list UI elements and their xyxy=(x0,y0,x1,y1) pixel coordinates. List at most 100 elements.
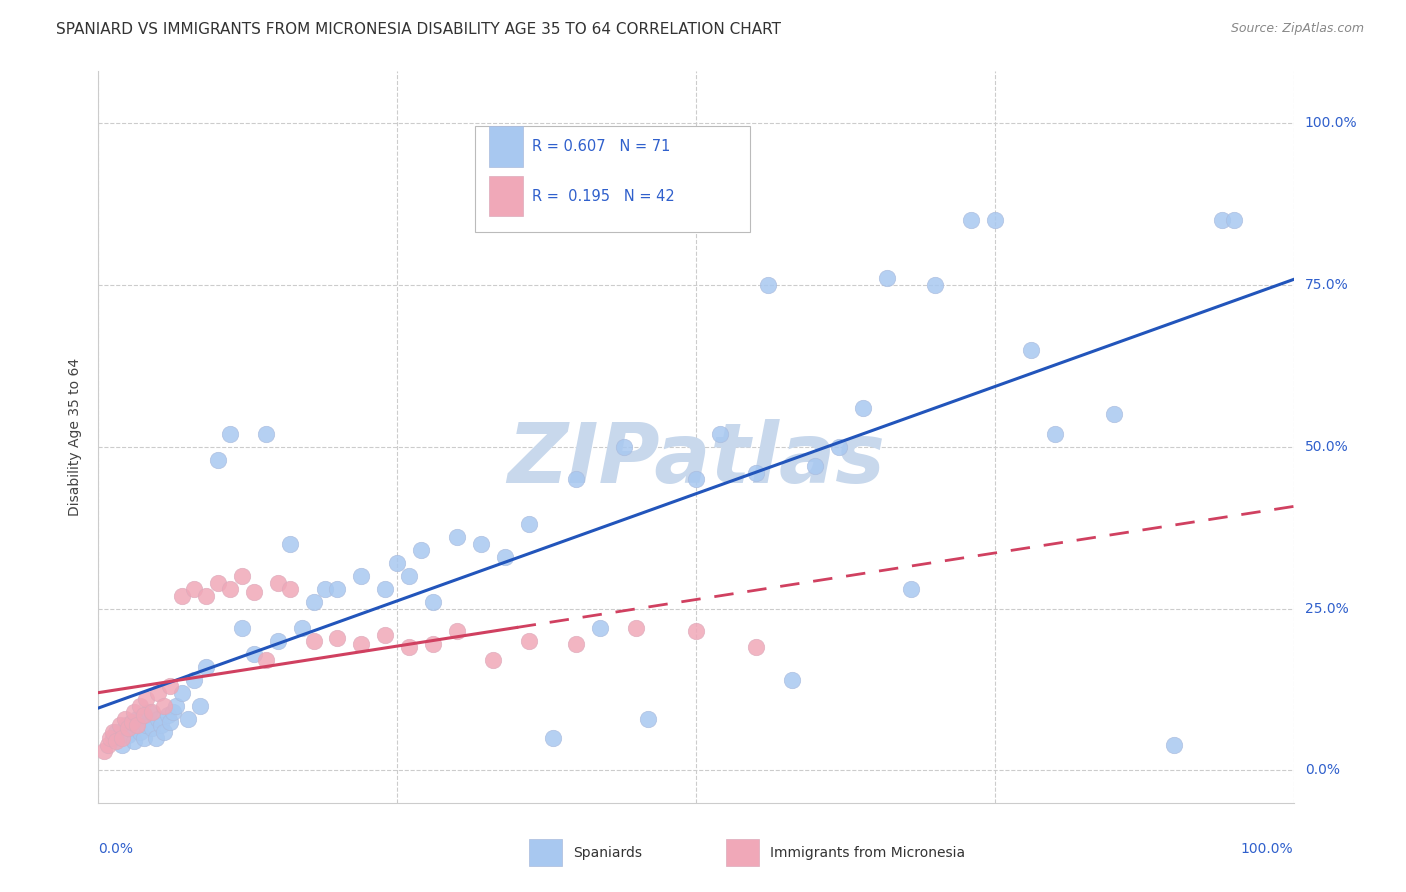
Point xyxy=(302,634,325,648)
Point xyxy=(267,634,290,648)
Point xyxy=(195,589,218,603)
Point xyxy=(117,722,139,736)
Point xyxy=(745,466,768,480)
Text: R =  0.195   N = 42: R = 0.195 N = 42 xyxy=(533,189,675,203)
Text: 100.0%: 100.0% xyxy=(1241,842,1294,855)
Text: SPANIARD VS IMMIGRANTS FROM MICRONESIA DISABILITY AGE 35 TO 64 CORRELATION CHART: SPANIARD VS IMMIGRANTS FROM MICRONESIA D… xyxy=(56,22,782,37)
Point xyxy=(108,718,131,732)
Point xyxy=(565,637,588,651)
Point xyxy=(135,692,157,706)
Point xyxy=(804,459,827,474)
FancyBboxPatch shape xyxy=(725,838,759,866)
Point xyxy=(188,698,211,713)
Text: 0.0%: 0.0% xyxy=(98,842,134,855)
FancyBboxPatch shape xyxy=(475,126,749,232)
Point xyxy=(374,627,396,641)
Text: 25.0%: 25.0% xyxy=(1305,601,1348,615)
Point xyxy=(153,698,176,713)
Point xyxy=(159,714,181,729)
Point xyxy=(924,277,946,292)
Point xyxy=(374,582,396,597)
Point xyxy=(105,734,128,748)
Point xyxy=(685,472,707,486)
Point xyxy=(153,724,176,739)
Point xyxy=(960,213,983,227)
Point xyxy=(101,724,124,739)
Point xyxy=(98,731,122,745)
Point xyxy=(517,634,540,648)
Point xyxy=(1043,426,1066,441)
Point xyxy=(745,640,768,655)
Point xyxy=(302,595,325,609)
Point xyxy=(326,631,349,645)
Point xyxy=(541,731,564,745)
Point xyxy=(125,712,148,726)
Point xyxy=(172,589,194,603)
Point xyxy=(828,440,851,454)
Point xyxy=(267,575,290,590)
FancyBboxPatch shape xyxy=(529,838,562,866)
Point xyxy=(159,679,181,693)
Point xyxy=(129,724,152,739)
Point xyxy=(172,686,194,700)
Point xyxy=(156,708,179,723)
Point xyxy=(517,517,540,532)
Point xyxy=(411,543,433,558)
Point xyxy=(315,582,337,597)
Point xyxy=(1211,213,1233,227)
Point xyxy=(756,277,779,292)
Point xyxy=(291,621,314,635)
Point xyxy=(709,426,731,441)
Point xyxy=(162,705,184,719)
Text: 0.0%: 0.0% xyxy=(1305,764,1340,778)
Point xyxy=(637,712,659,726)
Point xyxy=(117,728,139,742)
Text: Source: ZipAtlas.com: Source: ZipAtlas.com xyxy=(1230,22,1364,36)
FancyBboxPatch shape xyxy=(489,176,523,217)
Point xyxy=(219,426,242,441)
Text: R = 0.607   N = 71: R = 0.607 N = 71 xyxy=(533,139,671,154)
Point xyxy=(124,705,146,719)
Point xyxy=(101,731,124,745)
Point xyxy=(115,718,138,732)
Point xyxy=(207,575,229,590)
Point xyxy=(231,569,253,583)
Point xyxy=(141,705,163,719)
Point xyxy=(422,637,444,651)
Point xyxy=(231,621,253,635)
Point xyxy=(141,722,163,736)
Point xyxy=(148,712,170,726)
Point xyxy=(125,718,148,732)
Point xyxy=(111,731,134,745)
Point xyxy=(138,705,160,719)
Point xyxy=(470,537,492,551)
Point xyxy=(121,714,143,729)
Point xyxy=(984,213,1007,227)
Point xyxy=(135,718,157,732)
Point xyxy=(446,530,468,544)
Point xyxy=(565,472,588,486)
Point xyxy=(243,647,266,661)
Text: 75.0%: 75.0% xyxy=(1305,278,1348,292)
Text: Immigrants from Micronesia: Immigrants from Micronesia xyxy=(770,846,965,860)
Point xyxy=(613,440,636,454)
Point xyxy=(129,698,152,713)
Point xyxy=(111,738,134,752)
Text: 100.0%: 100.0% xyxy=(1305,116,1357,130)
Point xyxy=(254,653,277,667)
Text: Spaniards: Spaniards xyxy=(572,846,643,860)
Point xyxy=(183,582,205,597)
Point xyxy=(243,585,266,599)
Point xyxy=(121,722,143,736)
Point xyxy=(195,660,218,674)
Point xyxy=(254,426,277,441)
Point xyxy=(446,624,468,639)
Point xyxy=(105,724,128,739)
Point xyxy=(589,621,612,635)
Point xyxy=(385,557,409,571)
Point xyxy=(114,712,136,726)
Point xyxy=(183,673,205,687)
Text: ZIPatlas: ZIPatlas xyxy=(508,418,884,500)
Point xyxy=(1104,408,1126,422)
Point xyxy=(350,569,373,583)
